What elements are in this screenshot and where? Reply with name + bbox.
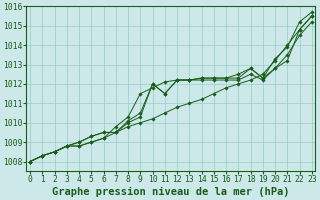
X-axis label: Graphe pression niveau de la mer (hPa): Graphe pression niveau de la mer (hPa)	[52, 187, 290, 197]
